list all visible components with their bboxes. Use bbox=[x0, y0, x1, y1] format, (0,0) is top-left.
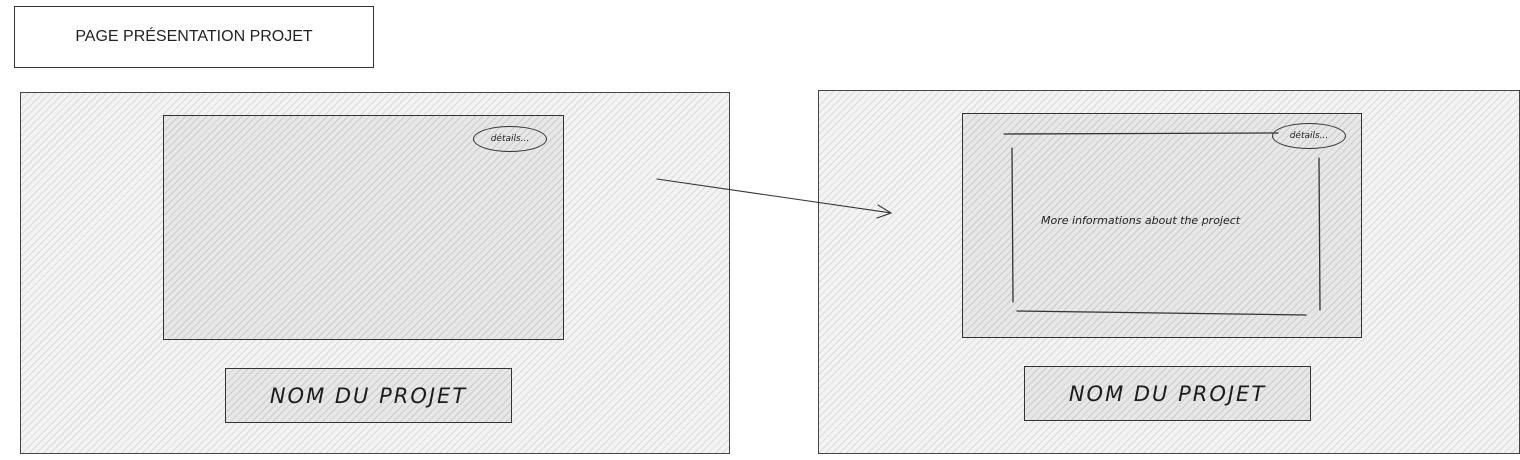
details-info-text: More informations about the project bbox=[1041, 214, 1241, 227]
left-project-name-box: NOM DU PROJET bbox=[225, 368, 512, 423]
left-image-placeholder bbox=[163, 115, 564, 340]
left-details-button[interactable]: détails... bbox=[473, 126, 547, 152]
right-details-button[interactable]: détails... bbox=[1272, 123, 1346, 149]
page-title: PAGE PRÉSENTATION PROJET bbox=[14, 6, 374, 68]
right-project-name-box: NOM DU PROJET bbox=[1024, 366, 1311, 421]
right-image-placeholder bbox=[962, 113, 1362, 338]
